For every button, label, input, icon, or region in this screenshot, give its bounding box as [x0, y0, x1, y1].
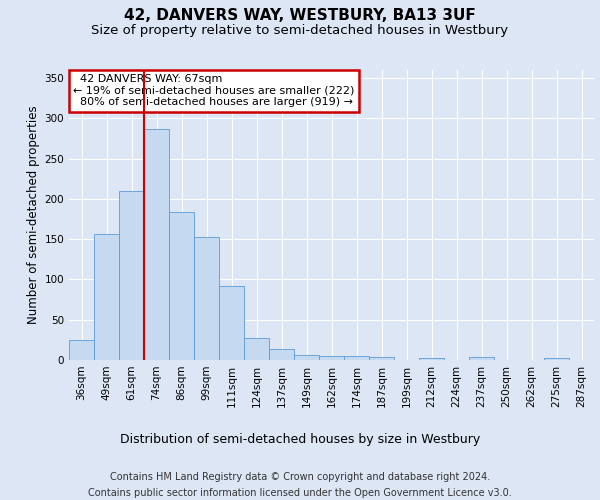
Bar [419, 358, 444, 360]
Bar [469, 357, 494, 360]
Bar [219, 286, 244, 360]
Bar [144, 129, 169, 360]
Bar [69, 340, 94, 360]
Text: Contains HM Land Registry data © Crown copyright and database right 2024.: Contains HM Land Registry data © Crown c… [110, 472, 490, 482]
Text: Size of property relative to semi-detached houses in Westbury: Size of property relative to semi-detach… [91, 24, 509, 37]
Bar [169, 212, 194, 360]
Text: Contains public sector information licensed under the Open Government Licence v3: Contains public sector information licen… [88, 488, 512, 498]
Bar [194, 237, 219, 360]
Bar [119, 191, 144, 360]
Bar [544, 358, 569, 360]
Text: 42, DANVERS WAY, WESTBURY, BA13 3UF: 42, DANVERS WAY, WESTBURY, BA13 3UF [124, 8, 476, 22]
Bar [294, 355, 319, 360]
Y-axis label: Number of semi-detached properties: Number of semi-detached properties [27, 106, 40, 324]
Bar [94, 234, 119, 360]
Text: Distribution of semi-detached houses by size in Westbury: Distribution of semi-detached houses by … [120, 432, 480, 446]
Bar [244, 338, 269, 360]
Bar [319, 356, 344, 360]
Bar [269, 348, 294, 360]
Bar [344, 356, 369, 360]
Text: 42 DANVERS WAY: 67sqm
← 19% of semi-detached houses are smaller (222)
  80% of s: 42 DANVERS WAY: 67sqm ← 19% of semi-deta… [73, 74, 355, 108]
Bar [369, 357, 394, 360]
